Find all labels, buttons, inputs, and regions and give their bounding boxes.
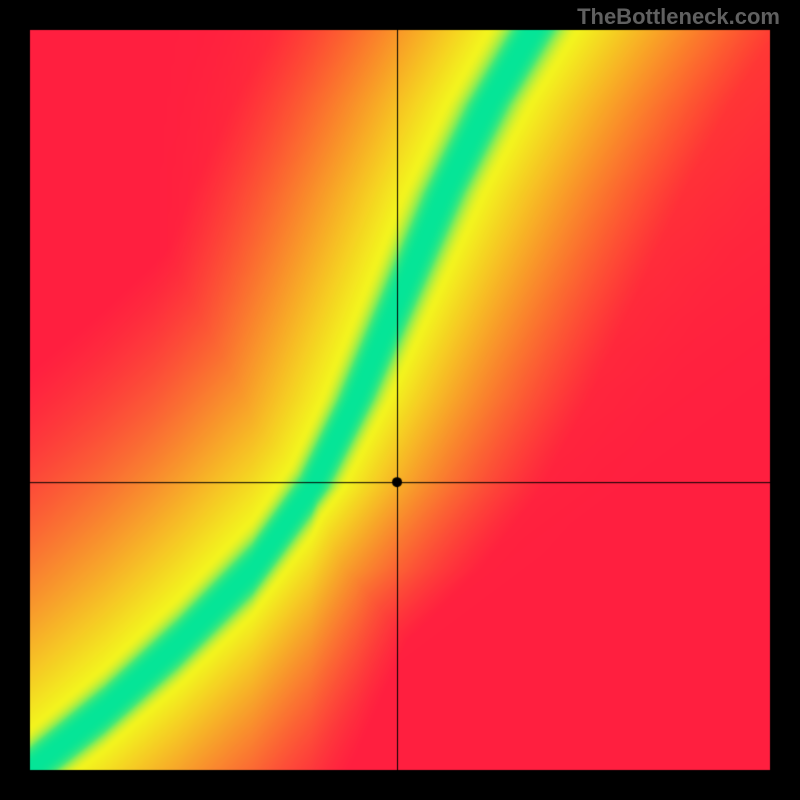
heatmap-canvas	[0, 0, 800, 800]
watermark-label: TheBottleneck.com	[577, 4, 780, 30]
